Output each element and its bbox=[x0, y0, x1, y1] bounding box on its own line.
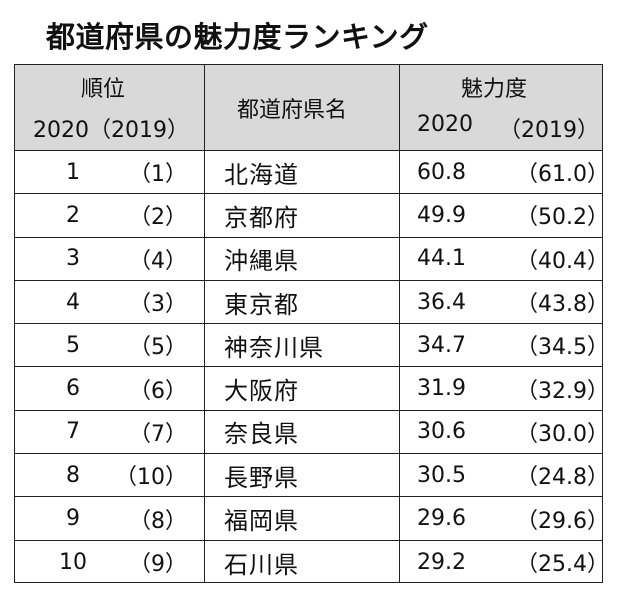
score-2019-cell: （50.2） bbox=[516, 205, 609, 231]
table-row: 6 （6） 大阪府 31.9 （32.9） bbox=[15, 367, 609, 411]
header-prefecture-label: 都道府県名 bbox=[237, 98, 348, 123]
rank-cell: 2 bbox=[66, 202, 80, 228]
column-divider bbox=[399, 65, 400, 582]
score-2020-cell: 34.7 bbox=[417, 332, 466, 358]
prefecture-cell: 東京都 bbox=[224, 290, 299, 319]
rank-cell: 3 bbox=[66, 246, 80, 272]
score-2020-cell: 36.4 bbox=[417, 289, 466, 315]
prefecture-cell: 沖縄県 bbox=[224, 247, 299, 276]
table-row: 9 （8） 福岡県 29.6 （29.6） bbox=[15, 497, 609, 541]
rank-cell: 9 bbox=[66, 506, 80, 532]
rank-cell: 1 bbox=[66, 159, 80, 185]
score-2019-cell: （32.9） bbox=[516, 378, 609, 404]
prefecture-cell: 大阪府 bbox=[224, 377, 299, 406]
rank-cell: 10 bbox=[59, 549, 87, 575]
rank-cell: 4 bbox=[66, 289, 80, 315]
table-row: 4 （3） 東京都 36.4 （43.8） bbox=[15, 281, 609, 325]
table-row: 2 （2） 京都府 49.9 （50.2） bbox=[15, 194, 609, 238]
previous-rank-cell: （4） bbox=[129, 248, 187, 274]
table-header: 順位 2020（2019） 都道府県名 魅力度 2020 （2019） bbox=[15, 65, 602, 151]
column-divider bbox=[204, 65, 205, 582]
header-score-2020: 2020 bbox=[417, 112, 473, 137]
previous-rank-cell: （10） bbox=[115, 465, 187, 491]
previous-rank-cell: （5） bbox=[129, 335, 187, 361]
prefecture-cell: 石川県 bbox=[224, 550, 299, 579]
previous-rank-cell: （8） bbox=[129, 508, 187, 534]
header-score-label: 魅力度 bbox=[461, 77, 528, 102]
table-row: 1 （1） 北海道 60.8 （61.0） bbox=[15, 151, 609, 195]
rank-cell: 8 bbox=[66, 462, 80, 488]
table-row: 10 （9） 石川県 29.2 （25.4） bbox=[15, 541, 609, 584]
score-2020-cell: 31.9 bbox=[417, 376, 466, 402]
table-row: 5 （5） 神奈川県 34.7 （34.5） bbox=[15, 324, 609, 368]
score-2020-cell: 44.1 bbox=[417, 246, 466, 272]
table-row: 3 （4） 沖縄県 44.1 （40.4） bbox=[15, 238, 609, 281]
score-2019-cell: （61.0） bbox=[516, 162, 609, 188]
prefecture-cell: 北海道 bbox=[224, 160, 299, 189]
table-row: 8 （10） 長野県 30.5 （24.8） bbox=[15, 454, 609, 498]
score-2019-cell: （30.0） bbox=[516, 421, 609, 447]
score-2020-cell: 30.6 bbox=[417, 419, 466, 445]
prefecture-cell: 神奈川県 bbox=[224, 333, 324, 362]
prefecture-cell: 奈良県 bbox=[224, 420, 299, 449]
score-2019-cell: （25.4） bbox=[516, 552, 609, 578]
prefecture-cell: 京都府 bbox=[224, 203, 299, 232]
header-score-2019: （2019） bbox=[499, 118, 599, 143]
score-2019-cell: （34.5） bbox=[516, 335, 609, 361]
score-2020-cell: 49.9 bbox=[417, 202, 466, 228]
rank-cell: 5 bbox=[66, 332, 80, 358]
rank-cell: 6 bbox=[66, 376, 80, 402]
header-rank-years: 2020（2019） bbox=[33, 118, 189, 143]
score-2019-cell: （43.8） bbox=[516, 292, 609, 318]
score-2019-cell: （40.4） bbox=[516, 248, 609, 274]
score-2019-cell: （24.8） bbox=[516, 465, 609, 491]
prefecture-cell: 長野県 bbox=[224, 463, 299, 492]
ranking-table: 順位 2020（2019） 都道府県名 魅力度 2020 （2019） 1 （1… bbox=[14, 64, 609, 584]
page-title: 都道府県の魅力度ランキング bbox=[46, 20, 429, 54]
rank-cell: 7 bbox=[66, 419, 80, 445]
previous-rank-cell: （6） bbox=[129, 378, 187, 404]
score-2020-cell: 29.2 bbox=[417, 549, 466, 575]
score-2019-cell: （29.6） bbox=[516, 508, 609, 534]
previous-rank-cell: （2） bbox=[129, 205, 187, 231]
score-2020-cell: 30.5 bbox=[417, 462, 466, 488]
header-rank-label: 順位 bbox=[81, 77, 126, 102]
score-2020-cell: 60.8 bbox=[417, 159, 466, 185]
table-body: 1 （1） 北海道 60.8 （61.0） 2 （2） 京都府 49.9 （50… bbox=[15, 151, 609, 584]
previous-rank-cell: （9） bbox=[129, 552, 187, 578]
previous-rank-cell: （1） bbox=[129, 162, 187, 188]
previous-rank-cell: （7） bbox=[129, 421, 187, 447]
score-2020-cell: 29.6 bbox=[417, 506, 466, 532]
table-row: 7 （7） 奈良県 30.6 （30.0） bbox=[15, 411, 609, 455]
previous-rank-cell: （3） bbox=[129, 292, 187, 318]
prefecture-cell: 福岡県 bbox=[224, 507, 299, 536]
